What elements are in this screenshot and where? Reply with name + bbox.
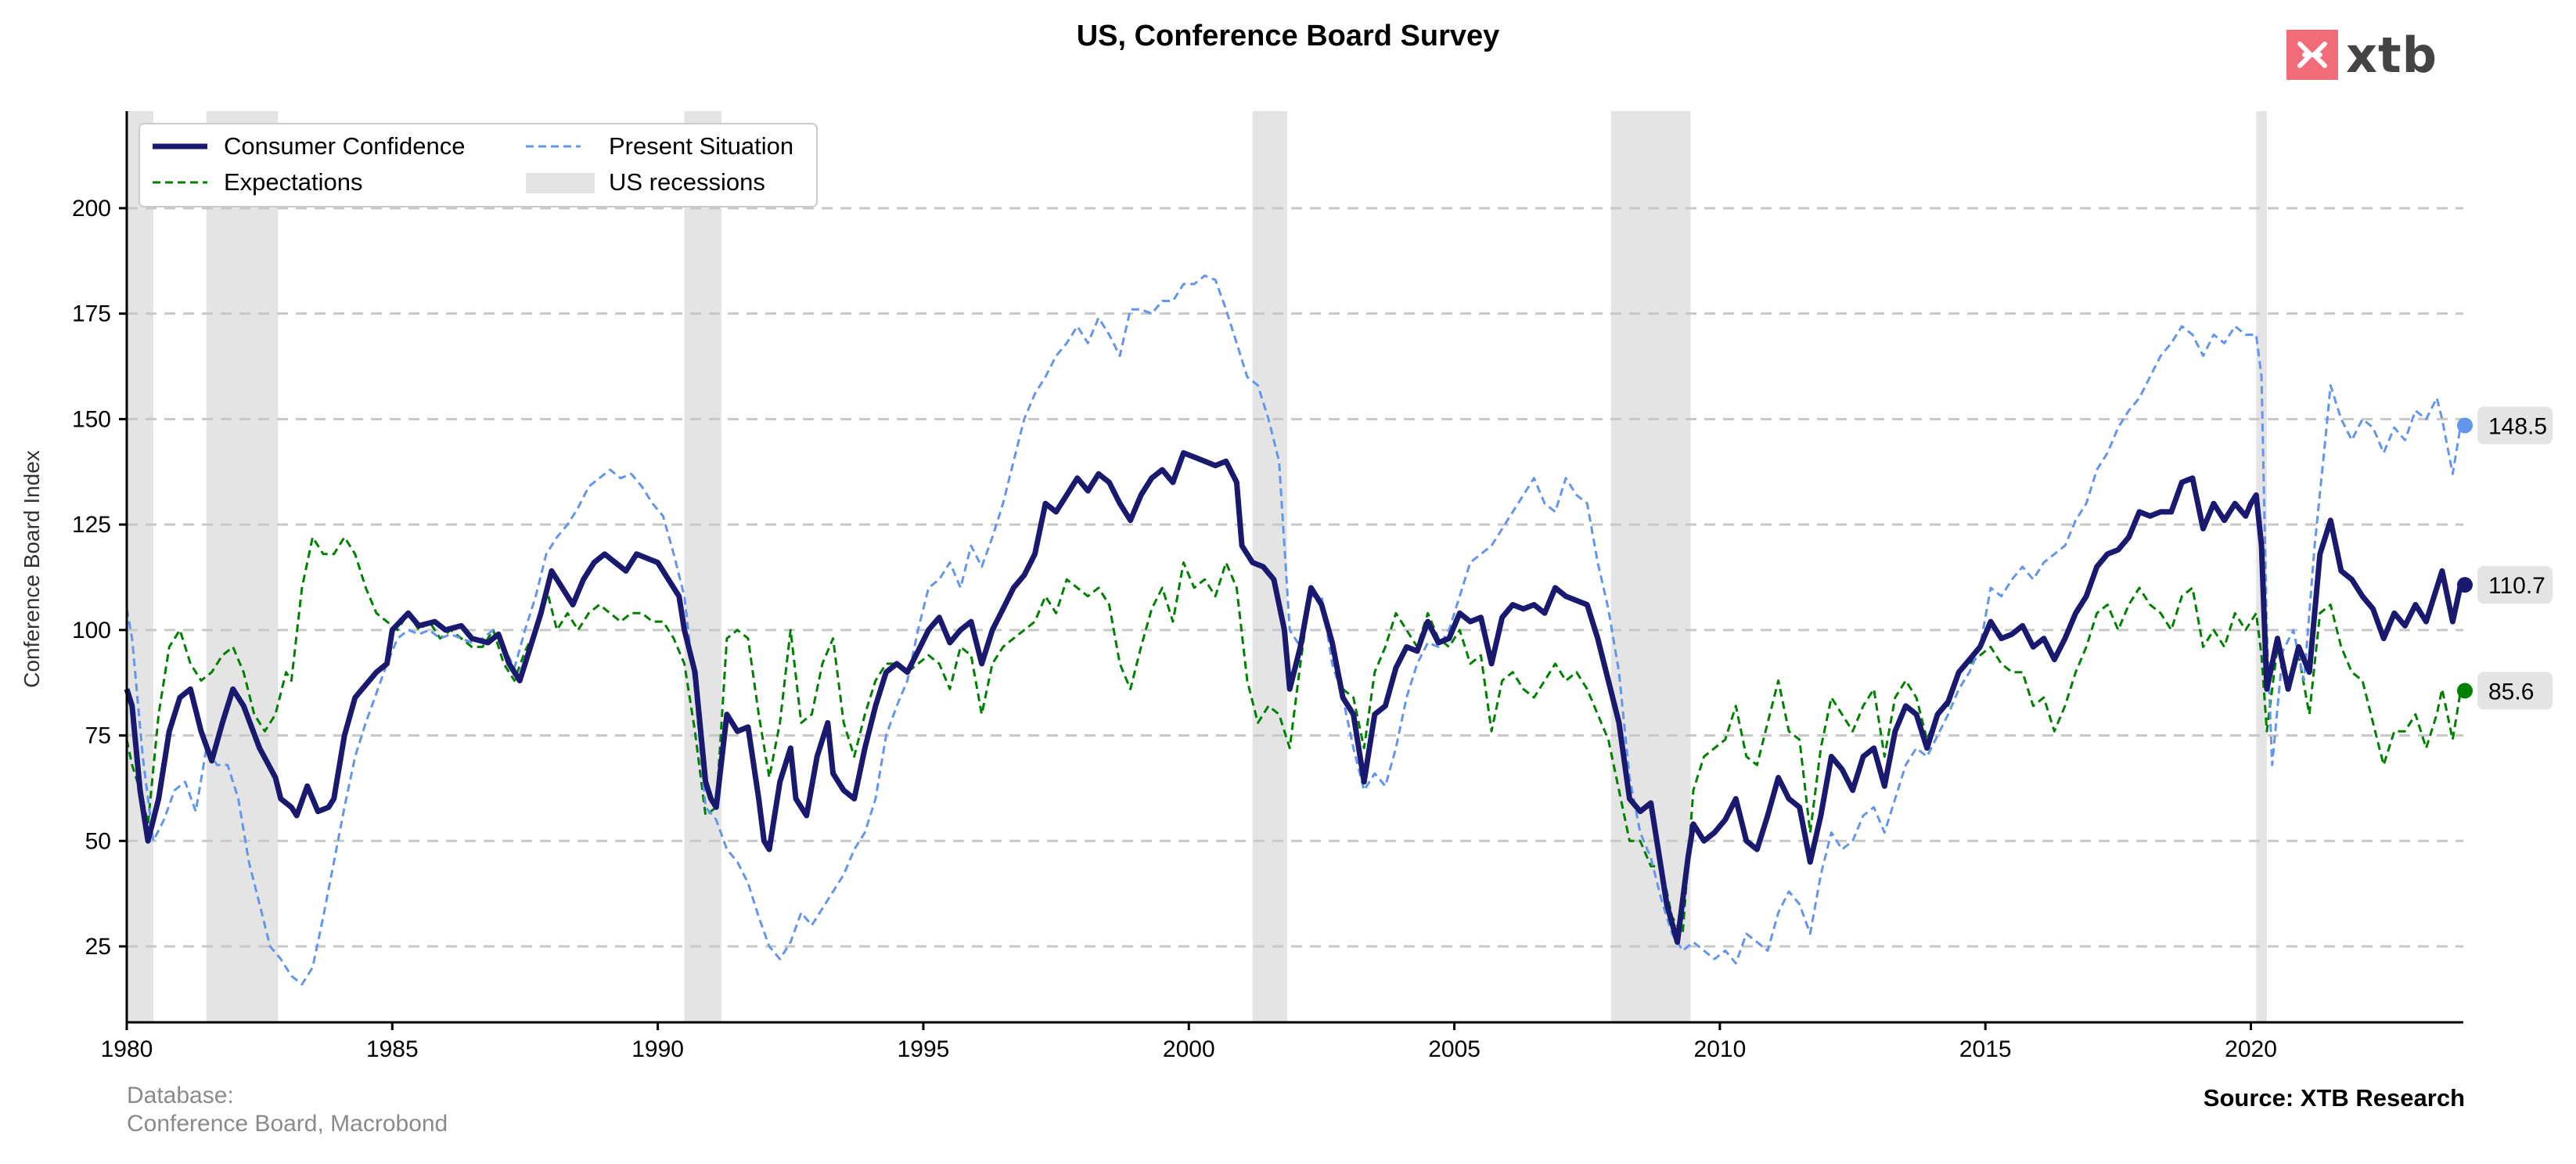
database-note: Database: Conference Board, Macrobond — [127, 1082, 448, 1138]
x-tick-label-2020: 2020 — [2225, 1036, 2277, 1062]
logo-mark-icon — [2286, 30, 2338, 80]
series-line-expectations — [125, 535, 2463, 935]
recession-bands — [127, 111, 2267, 1022]
database-label: Database: — [127, 1083, 234, 1108]
series-lines — [124, 274, 2464, 986]
y-tick-label-150: 150 — [72, 406, 111, 432]
axes: 25 50 75 100 125 150 175 200 1980 1985 1990 1995 200… — [72, 111, 2463, 1062]
end-label-box-expectations — [2477, 672, 2553, 710]
x-tick-label-2010: 2010 — [1694, 1036, 1747, 1062]
y-tick-label-125: 125 — [72, 512, 111, 538]
x-tick-label-2005: 2005 — [1428, 1036, 1480, 1062]
y-tick-label-175: 175 — [72, 301, 111, 327]
x-tick-label-2015: 2015 — [1959, 1036, 2012, 1062]
end-marker-consumer-confidence — [2457, 577, 2473, 593]
x-tick-label-1985: 1985 — [366, 1036, 419, 1062]
y-tick-label-75: 75 — [85, 723, 111, 749]
legend-swatch-us-recessions — [526, 173, 595, 193]
xtb-logo: xtb — [2286, 27, 2437, 84]
database-value: Conference Board, Macrobond — [127, 1111, 448, 1137]
y-tick-label-100: 100 — [72, 618, 111, 643]
y-tick-label-25: 25 — [85, 934, 111, 960]
y-tick-label-200: 200 — [72, 196, 111, 222]
x-tick-label-1980: 1980 — [101, 1036, 153, 1062]
legend-label-consumer-confidence: Consumer Confidence — [224, 132, 465, 160]
end-label-present-situation: 148.5 — [2488, 413, 2547, 439]
end-label-box-present-situation — [2477, 406, 2553, 445]
series-line-present-situation — [125, 274, 2463, 986]
grid-lines — [127, 207, 2463, 948]
end-marker-expectations — [2457, 683, 2473, 699]
legend: Consumer Confidence Present Situation Ex… — [139, 123, 818, 207]
end-value-labels: 110.7 148.5 85.6 — [2457, 406, 2553, 710]
chart-title: US, Conference Board Survey — [1077, 20, 1500, 52]
legend-label-us-recessions: US recessions — [609, 168, 765, 196]
recession-band-1 — [206, 111, 279, 1022]
recession-band-2 — [684, 111, 722, 1022]
end-label-consumer-confidence: 110.7 — [2488, 573, 2545, 599]
recession-band-4 — [1610, 111, 1691, 1022]
logo-text: xtb — [2346, 26, 2438, 84]
legend-label-expectations: Expectations — [224, 168, 363, 196]
end-marker-present-situation — [2457, 417, 2473, 434]
y-tick-label-50: 50 — [85, 828, 111, 854]
source-note: Source: XTB Research — [2203, 1084, 2465, 1112]
x-tick-label-1990: 1990 — [631, 1036, 684, 1062]
series-line-consumer-confidence — [124, 450, 2464, 946]
x-tick-label-2000: 2000 — [1163, 1036, 1215, 1062]
end-label-expectations: 85.6 — [2488, 679, 2534, 705]
x-tick-label-1995: 1995 — [898, 1036, 950, 1062]
legend-label-present-situation: Present Situation — [609, 132, 793, 160]
y-axis-title: Conference Board Index — [20, 450, 44, 688]
end-label-box-consumer-confidence — [2477, 566, 2553, 604]
recession-band-0 — [127, 111, 153, 1022]
